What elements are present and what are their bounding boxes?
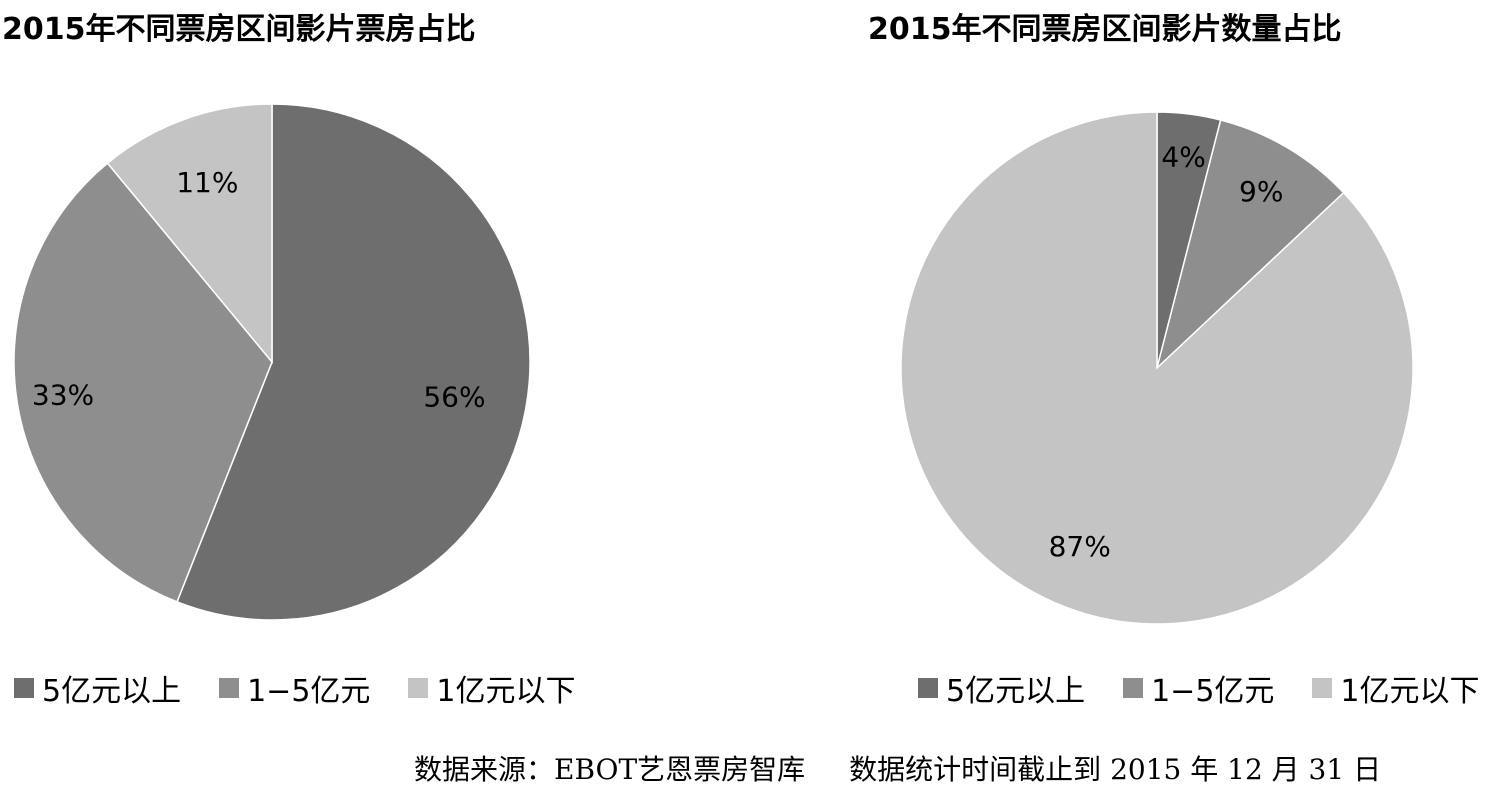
pie-slice-over-5 [176, 103, 531, 621]
source-origin: 数据来源：EBOT艺恩票房智库 [414, 753, 806, 786]
legend-boxoffice: 5亿元以上 1−5亿元 1亿元以下 [14, 666, 576, 710]
legend-label: 1亿元以下 [1340, 674, 1480, 709]
pie-data-label: 9% [1239, 175, 1283, 208]
legend-swatch [14, 678, 34, 698]
legend-label: 1−5亿元 [247, 674, 371, 709]
legend-swatch [918, 678, 938, 698]
chart-title-boxoffice: 2015年不同票房区间影片票房占比 [2, 12, 476, 47]
legend-item-over-5: 5亿元以上 [918, 666, 1085, 710]
legend-swatch [1312, 678, 1333, 698]
pie-slice-under-1 [900, 111, 1414, 625]
legend-item-1-5: 1−5亿元 [1123, 666, 1274, 710]
legend-label: 5亿元以上 [42, 674, 182, 709]
pie-count: 4% 9% 87% [900, 111, 1414, 625]
pie-data-label: 87% [1049, 530, 1111, 563]
legend-swatch [219, 678, 240, 698]
legend-label: 1亿元以下 [436, 674, 576, 709]
pie-data-label: 11% [176, 166, 238, 199]
legend-item-under-1: 1亿元以下 [1312, 666, 1480, 710]
pie-slice-under-1 [106, 103, 273, 365]
legend-label: 5亿元以上 [946, 674, 1086, 709]
legend-item-1-5: 1−5亿元 [219, 666, 370, 710]
legend-item-under-1: 1亿元以下 [408, 666, 576, 710]
chart-title-count: 2015年不同票房区间影片数量占比 [868, 12, 1342, 47]
pie-charts: 56% 33% 11% 4% 9% 87% [13, 103, 1414, 625]
pie-slice-1-5 [1155, 119, 1345, 371]
legend-count: 5亿元以上 1−5亿元 1亿元以下 [918, 666, 1480, 710]
pie-slice-1-5 [13, 162, 273, 603]
legend-swatch [1123, 678, 1144, 698]
source-date: 数据统计时间截止到 2015 年 12 月 31 日 [849, 753, 1382, 786]
pie-data-label: 4% [1161, 141, 1205, 174]
legend-swatch [408, 678, 429, 698]
data-source-note: 数据来源：EBOT艺恩票房智库 数据统计时间截止到 2015 年 12 月 31 … [414, 748, 1381, 788]
legend-item-over-5: 5亿元以上 [14, 666, 181, 710]
pie-data-label: 33% [32, 379, 94, 412]
legend-label: 1−5亿元 [1151, 674, 1275, 709]
pie-data-label: 56% [423, 380, 485, 413]
pie-boxoffice: 56% 33% 11% [13, 103, 531, 621]
